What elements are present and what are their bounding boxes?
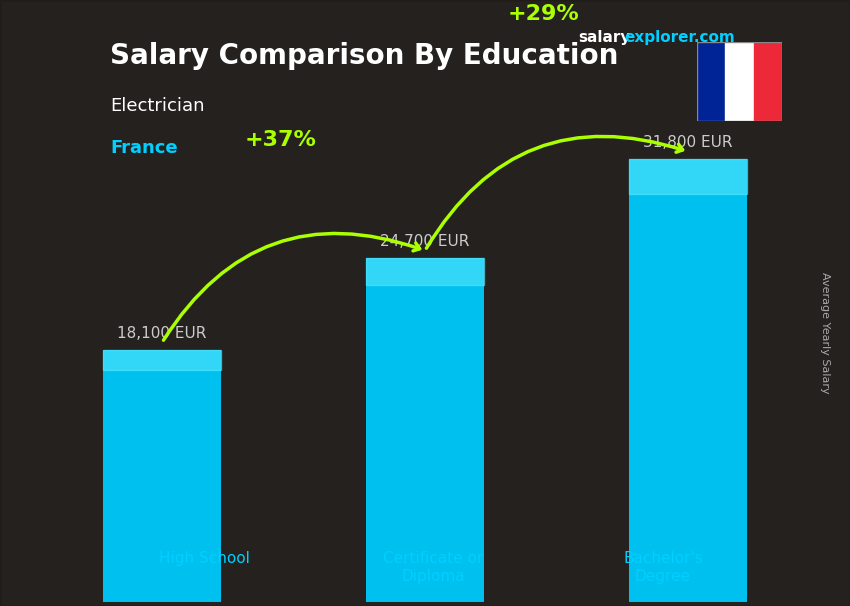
Text: +29%: +29% [507,4,579,24]
Bar [103,350,221,370]
Text: Bachelor's
Degree: Bachelor's Degree [623,551,703,584]
Bar [366,258,484,602]
Text: Salary Comparison By Education: Salary Comparison By Education [110,42,619,70]
Text: salary: salary [578,30,631,45]
Bar [754,42,782,121]
Text: Certificate or
Diploma: Certificate or Diploma [383,551,484,584]
Text: explorer.com: explorer.com [625,30,735,45]
Text: +37%: +37% [245,130,316,150]
Bar [366,258,484,285]
Text: 31,800 EUR: 31,800 EUR [643,135,733,150]
Bar [629,159,747,194]
Text: 18,100 EUR: 18,100 EUR [117,326,207,341]
Text: 24,700 EUR: 24,700 EUR [380,234,470,249]
Text: France: France [110,139,178,158]
Text: High School: High School [159,551,249,567]
Bar [725,42,754,121]
Bar [697,42,725,121]
Bar [103,350,221,602]
Bar [629,159,747,602]
Text: Electrician: Electrician [110,97,205,115]
Text: Average Yearly Salary: Average Yearly Salary [819,273,830,394]
